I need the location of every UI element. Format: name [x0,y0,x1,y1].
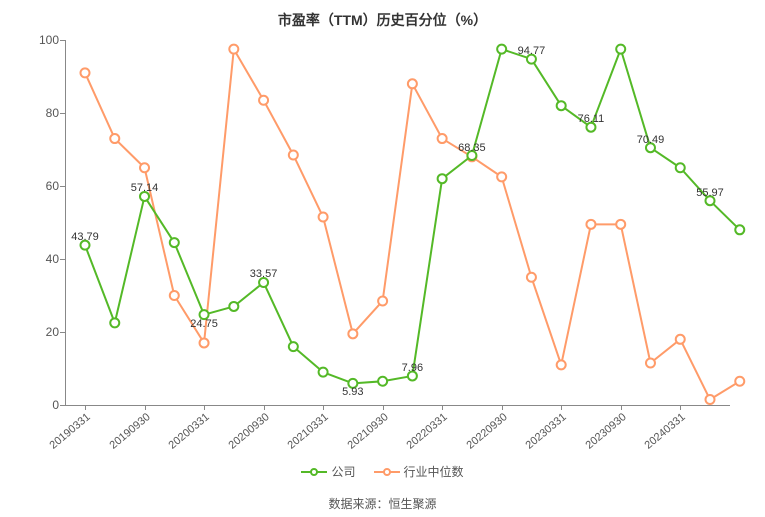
x-tick-mark [323,405,324,410]
y-tick-label: 80 [46,106,59,120]
series-marker [646,143,655,152]
y-tick-label: 0 [52,398,59,412]
x-tick-mark [502,405,503,410]
y-tick-label: 40 [46,252,59,266]
x-tick-mark [145,405,146,410]
series-marker [229,302,238,311]
series-marker [438,174,447,183]
series-marker [557,101,566,110]
series-marker [497,172,506,181]
series-marker [200,310,209,319]
series-marker [408,371,417,380]
legend-item-company: 公司 [301,463,355,480]
legend-marker-industry-median [374,465,400,479]
x-tick-mark [442,405,443,410]
series-marker [259,278,268,287]
series-marker [616,220,625,229]
series-marker [140,163,149,172]
line-series-layer [65,40,730,405]
y-tick-mark [60,113,65,114]
legend-label-industry-median: 行业中位数 [404,463,464,480]
series-marker [259,96,268,105]
y-tick-mark [60,332,65,333]
x-tick-mark [204,405,205,410]
series-marker [170,291,179,300]
series-marker [289,150,298,159]
x-tick-label: 20220930 [464,411,509,452]
y-tick-mark [60,186,65,187]
chart-title: 市盈率（TTM）历史百分位（%） [0,10,765,30]
x-tick-label: 20230331 [524,411,569,452]
series-marker [319,368,328,377]
x-tick-label: 20240331 [643,411,688,452]
x-tick-label: 20210930 [345,411,390,452]
series-marker [706,196,715,205]
y-tick-label: 60 [46,179,59,193]
series-marker [676,163,685,172]
x-tick-mark [561,405,562,410]
series-marker [170,238,179,247]
series-marker [527,55,536,64]
pe-ttm-percentile-chart: 市盈率（TTM）历史百分位（%） 02040608010020190331201… [0,0,765,517]
series-marker [289,342,298,351]
series-marker [616,45,625,54]
plot-area: 0204060801002019033120190930202003312020… [65,40,730,405]
x-tick-label: 20220331 [405,411,450,452]
series-marker [200,338,209,347]
series-marker [527,273,536,282]
series-marker [229,45,238,54]
legend-marker-company [301,465,327,479]
series-marker [497,45,506,54]
series-marker [676,335,685,344]
data-source-prefix: 数据来源： [328,497,388,511]
series-marker [586,123,595,132]
legend-item-industry-median: 行业中位数 [374,463,464,480]
x-tick-label: 20190930 [107,411,152,452]
series-marker [319,213,328,222]
series-marker [557,360,566,369]
x-tick-mark [383,405,384,410]
series-marker [408,79,417,88]
series-marker [110,318,119,327]
series-marker [348,329,357,338]
series-marker [81,241,90,250]
series-marker [140,192,149,201]
y-tick-mark [60,405,65,406]
y-tick-mark [60,40,65,41]
x-tick-label: 20200331 [167,411,212,452]
y-tick-label: 20 [46,325,59,339]
x-tick-label: 20200930 [226,411,271,452]
series-line [85,49,740,399]
series-marker [81,68,90,77]
x-tick-mark [85,405,86,410]
data-source-text: 恒生聚源 [389,497,437,511]
series-marker [378,296,387,305]
series-marker [348,379,357,388]
legend-label-company: 公司 [331,463,355,480]
series-marker [735,377,744,386]
series-line [85,49,740,383]
y-tick-mark [60,259,65,260]
series-marker [646,359,655,368]
x-tick-mark [621,405,622,410]
series-marker [378,377,387,386]
x-tick-mark [680,405,681,410]
series-marker [586,220,595,229]
x-tick-label: 20230930 [583,411,628,452]
x-tick-mark [264,405,265,410]
series-marker [706,395,715,404]
x-tick-label: 20190331 [47,411,92,452]
y-tick-label: 100 [39,33,59,47]
x-tick-label: 20210331 [286,411,331,452]
series-marker [438,134,447,143]
series-marker [110,134,119,143]
series-marker [467,151,476,160]
data-source: 数据来源：恒生聚源 [0,495,765,512]
legend: 公司 行业中位数 [0,463,765,480]
series-marker [735,225,744,234]
x-axis [65,405,730,406]
